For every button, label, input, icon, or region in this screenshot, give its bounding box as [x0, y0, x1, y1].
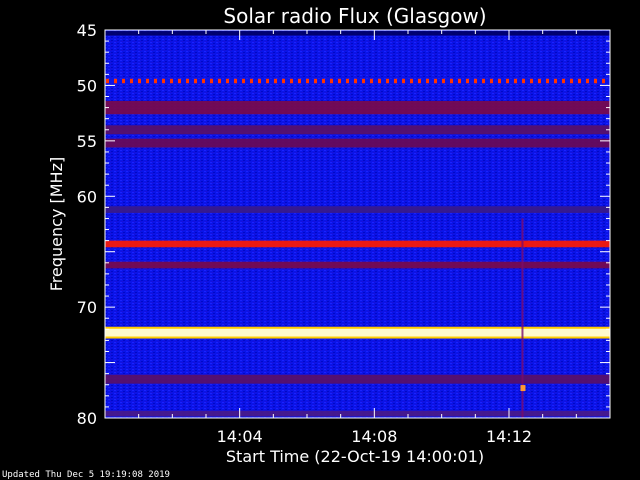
plot-frame	[104, 29, 611, 419]
chart-title: Solar radio Flux (Glasgow)	[223, 4, 486, 28]
spectral-band	[105, 261, 610, 269]
spectrogram-background	[105, 30, 610, 418]
spectral-bands	[105, 31, 610, 417]
y-tick-label: 60	[77, 187, 97, 206]
spectral-band	[105, 410, 610, 417]
spectral-band	[105, 328, 610, 337]
y-axis-label: Frequency [MHz]	[47, 157, 66, 291]
y-tick-label: 50	[77, 76, 97, 95]
burst-spot	[520, 385, 526, 392]
spectral-band	[105, 138, 610, 148]
burst-trace	[521, 218, 524, 418]
y-tick-label: 70	[77, 298, 97, 317]
spectral-band	[105, 125, 610, 135]
x-axis-label: Start Time (22-Oct-19 14:00:01)	[226, 447, 484, 466]
x-tick-label: 14:12	[486, 427, 532, 446]
x-tick-label: 14:08	[351, 427, 397, 446]
x-tick-label: 14:04	[217, 427, 263, 446]
y-tick-label: 80	[77, 409, 97, 428]
spectral-band	[105, 100, 610, 115]
y-tick-label: 55	[77, 132, 97, 151]
spectral-band	[105, 240, 610, 248]
x-axis: 14:04 14:08 14:12	[104, 30, 611, 446]
spectral-band	[105, 78, 610, 84]
updated-timestamp: Updated Thu Dec 5 19:19:08 2019	[2, 470, 170, 480]
spectral-band	[105, 31, 610, 36]
y-axis: 45 50 55 60 70 80	[77, 21, 610, 428]
radio-burst	[520, 218, 526, 418]
spectral-band	[105, 374, 610, 384]
spectrogram-plot	[104, 29, 611, 419]
spectral-band	[105, 206, 610, 213]
y-tick-label: 45	[77, 21, 97, 40]
